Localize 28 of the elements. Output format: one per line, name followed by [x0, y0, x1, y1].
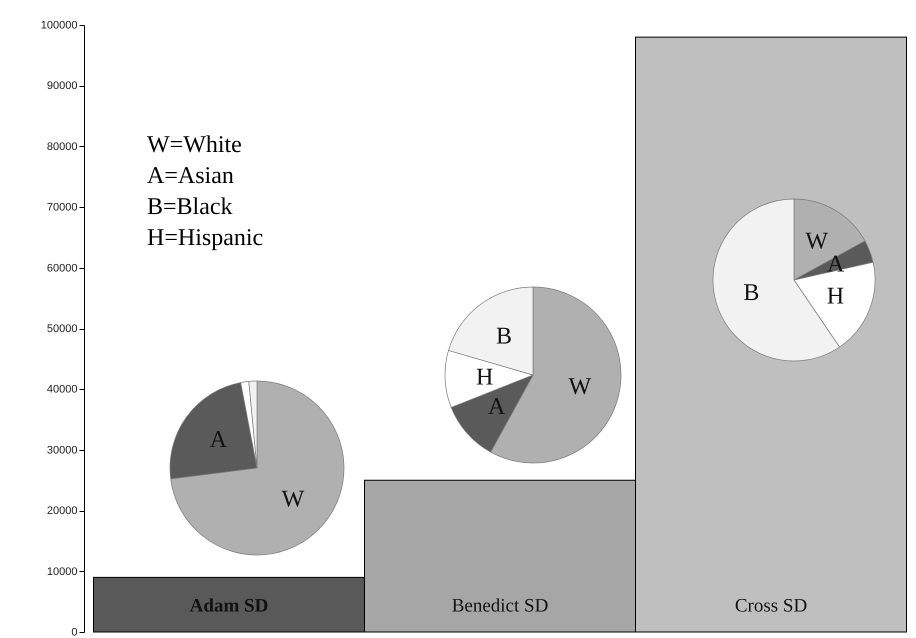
slice-label: A — [488, 394, 506, 420]
y-tick-label: 40000 — [46, 384, 78, 396]
slice-label: B — [743, 280, 760, 306]
y-tick-label: 60000 — [46, 262, 78, 274]
y-tick-label: 50000 — [46, 323, 78, 335]
y-tick-label: 80000 — [46, 140, 78, 153]
y-tick-label: 30000 — [46, 444, 78, 456]
slice-label: H — [826, 283, 844, 310]
y-tick-label: 20000 — [46, 505, 78, 518]
pie-slice — [170, 380, 344, 556]
slice-label: A — [210, 426, 228, 453]
y-tick-label: 100000 — [40, 20, 78, 32]
slice-label: H — [476, 364, 494, 390]
slice-label: B — [496, 323, 512, 350]
x-tick-label: Cross SD — [734, 596, 808, 616]
y-tick-label: 10000 — [46, 566, 78, 578]
slice-label: W — [282, 486, 305, 513]
y-tick-label: 0 — [71, 626, 78, 638]
x-tick-label: Adam SD — [190, 596, 268, 616]
annotation: B=Black — [147, 194, 233, 220]
annotation: H=Hispanic — [147, 225, 264, 251]
x-tick-label: Benedict SD — [452, 596, 548, 616]
annotation: A=Asian — [147, 163, 234, 189]
annotation: W=White — [147, 132, 242, 158]
y-tick-label: 90000 — [46, 80, 78, 92]
slice-label: W — [805, 228, 828, 255]
slice-label: W — [568, 374, 592, 400]
y-tick-label: 70000 — [46, 202, 78, 214]
